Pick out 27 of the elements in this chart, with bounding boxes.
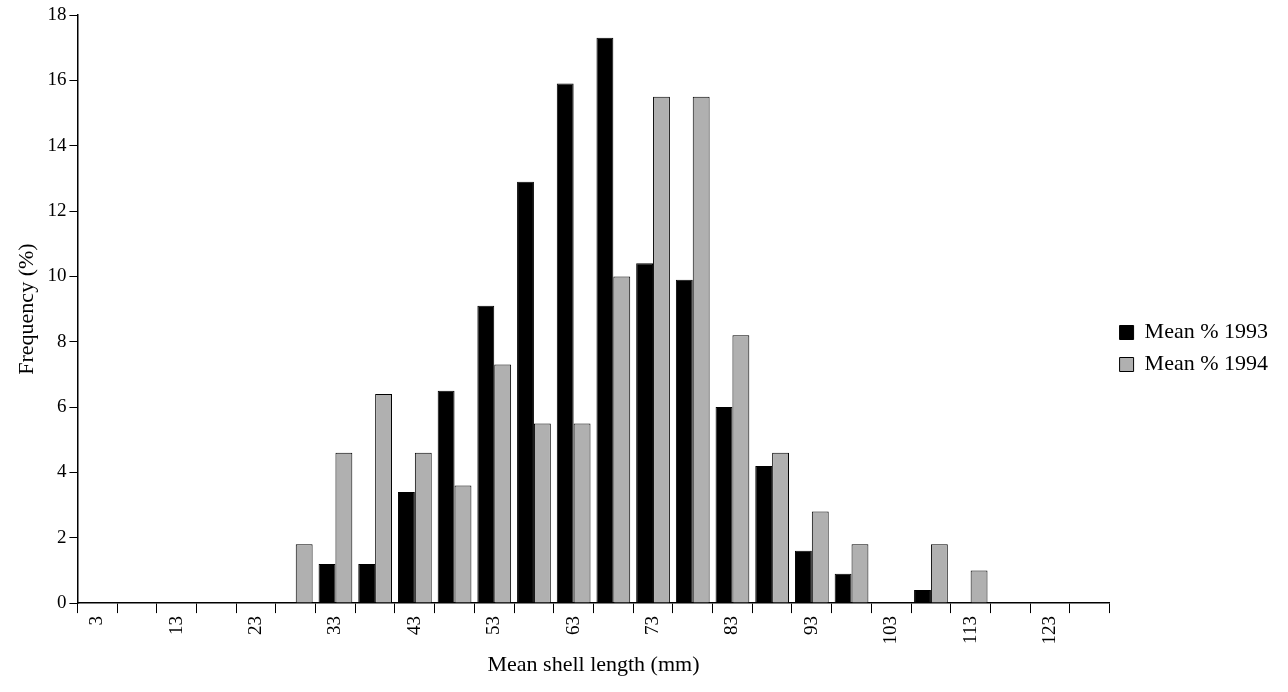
x-tick-label: 73 (641, 616, 663, 636)
x-tick-label: 13 (164, 616, 186, 636)
y-tick-label: 4 (56, 460, 67, 482)
y-tick-label: 16 (47, 68, 67, 90)
y-tick-label: 2 (56, 525, 67, 547)
x-tick-label: 93 (799, 616, 821, 636)
legend-label: Mean % 1994 (1144, 350, 1268, 376)
y-tick-label: 8 (56, 329, 67, 351)
y-tick-label: 10 (47, 264, 67, 286)
x-tick-label: 53 (482, 616, 504, 636)
y-tick-label: 18 (47, 2, 67, 24)
x-tick-label: 3 (85, 616, 107, 626)
x-tick-label: 23 (244, 616, 266, 636)
x-tick-label: 63 (561, 616, 583, 636)
x-tick-label: 43 (402, 616, 424, 636)
legend-label: Mean % 1993 (1144, 318, 1268, 344)
y-tick-label: 14 (47, 133, 67, 155)
x-axis-title: Mean shell length (mm) (487, 650, 700, 676)
x-tick-label: 83 (720, 616, 742, 636)
y-tick-label: 12 (47, 199, 67, 221)
x-tick-label: 33 (323, 616, 345, 636)
y-tick-label: 6 (56, 395, 67, 417)
x-tick-label: 113 (958, 616, 980, 644)
x-tick-label: 123 (1038, 616, 1060, 645)
y-tick-label: 0 (56, 591, 67, 613)
x-tick-label: 103 (879, 616, 901, 645)
y-axis-title: Frequency (%) (12, 243, 38, 375)
